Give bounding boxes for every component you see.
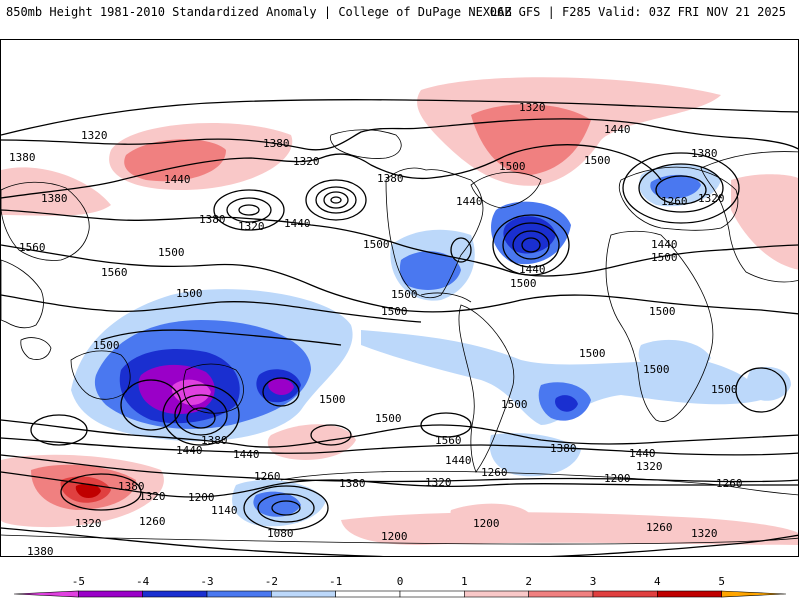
contour-label: 1260 [481,466,508,479]
model-run-info: 06Z GFS | F285 Valid: 03Z FRI NOV 21 202… [489,5,786,19]
contour-label: 1500 [510,277,537,290]
colorbar-swatch [78,590,143,598]
contour-label: 1500 [711,383,738,396]
contour-label: 1320 [698,192,725,205]
contour-label: 1380 [263,137,290,150]
contour-label: 1320 [691,527,718,540]
contour-label: 1500 [499,160,526,173]
colorbar-tick-label: -2 [265,575,278,588]
contour-label: 1140 [211,504,238,517]
contour-label: 1500 [319,393,346,406]
contour-label: 1320 [636,460,663,473]
contour-label: 1320 [139,490,166,503]
contour-label: 1080 [267,527,294,540]
colorbar-swatch [142,590,208,598]
contour-label: 1500 [649,305,676,318]
contour-label: 1440 [233,448,260,461]
contour-label: 1380 [118,480,145,493]
contour-label: 1500 [176,287,203,300]
contour-label: 1500 [375,412,402,425]
contour-label: 1200 [473,517,500,530]
contour-label: 1200 [188,491,215,504]
contour-label: 1260 [139,515,166,528]
contour-label: 1260 [716,477,743,490]
contour-label: 1320 [81,129,108,142]
contour-labels: 1320 1320 1380 1320 1440 1380 1380 1440 … [9,101,743,557]
contour-label: 1380 [201,434,228,447]
contour-label: 1560 [19,241,46,254]
colorbar-swatch [721,590,787,598]
colorbar-swatch [657,590,722,598]
contour-label: 1500 [651,251,678,264]
contour-label: 1500 [584,154,611,167]
map-canvas: 1320 1320 1380 1320 1440 1380 1380 1440 … [1,77,798,557]
anomaly-shading [1,77,798,545]
contour-label: 1440 [456,195,483,208]
contour-label: 1560 [101,266,128,279]
contour-label: 1500 [381,305,408,318]
map-title: 850mb Height 1981-2010 Standardized Anom… [6,5,512,19]
contour-label: 1380 [550,442,577,455]
colorbar-tick-label: 1 [461,575,468,588]
contour-label: 1440 [519,263,546,276]
contour-label: 1320 [293,155,320,168]
contour-label: 1560 [435,434,462,447]
colorbar-swatch [271,590,336,598]
contour-label: 1500 [363,238,390,251]
contour-label: 1380 [41,192,68,205]
colorbar-swatch [13,590,79,598]
contour-label: 1260 [254,470,281,483]
contour-label: 1380 [339,477,366,490]
contour-label: 1500 [158,246,185,259]
height-contours [1,99,798,556]
colorbar-tick-label: -3 [200,575,213,588]
contour-label: 1200 [604,472,631,485]
contour-label: 1380 [9,151,36,164]
contour-label: 1500 [93,339,120,352]
colorbar-swatch [399,590,465,598]
contour-label: 1380 [691,147,718,160]
colorbar-tick-label: 5 [718,575,725,588]
contour-label: 1440 [445,454,472,467]
contour-label: 1440 [604,123,631,136]
colorbar-tick-label: -1 [329,575,342,588]
contour-label: 1260 [661,195,688,208]
colorbar-swatch [206,590,272,598]
contour-label: 1500 [643,363,670,376]
contour-label: 1500 [501,398,528,411]
coastlines [1,129,798,545]
contour-label: 1320 [519,101,546,114]
colorbar-swatch [335,590,401,598]
contour-label: 1320 [425,476,452,489]
contour-label: 1500 [579,347,606,360]
contour-label: 1380 [377,172,404,185]
colorbar-tick-label: 0 [397,575,404,588]
colorbar-tick-label: 4 [654,575,661,588]
anomaly-map: 1320 1320 1380 1320 1440 1380 1380 1440 … [0,39,799,557]
colorbar-swatch [528,590,594,598]
colorbar-swatch [464,590,529,598]
contour-label: 1380 [27,545,54,557]
contour-label: 1320 [75,517,102,530]
contour-label: 1440 [176,444,203,457]
colorbar: -5 -4 -3 -2 -1 0 1 2 3 4 5 [13,575,787,598]
contour-label: 1380 [199,213,226,226]
colorbar-swatch [592,590,658,598]
colorbar-tick-label: -4 [136,575,150,588]
contour-label: 1440 [164,173,191,186]
contour-label: 1260 [646,521,673,534]
contour-label: 1320 [238,220,265,233]
contour-label: 1440 [284,217,311,230]
contour-label: 1440 [651,238,678,251]
colorbar-tick-label: 3 [590,575,597,588]
contour-label: 1500 [391,288,418,301]
contour-label: 1200 [381,530,408,543]
colorbar-tick-label: 2 [525,575,532,588]
contour-label: 1440 [629,447,656,460]
colorbar-tick-label: -5 [72,575,85,588]
